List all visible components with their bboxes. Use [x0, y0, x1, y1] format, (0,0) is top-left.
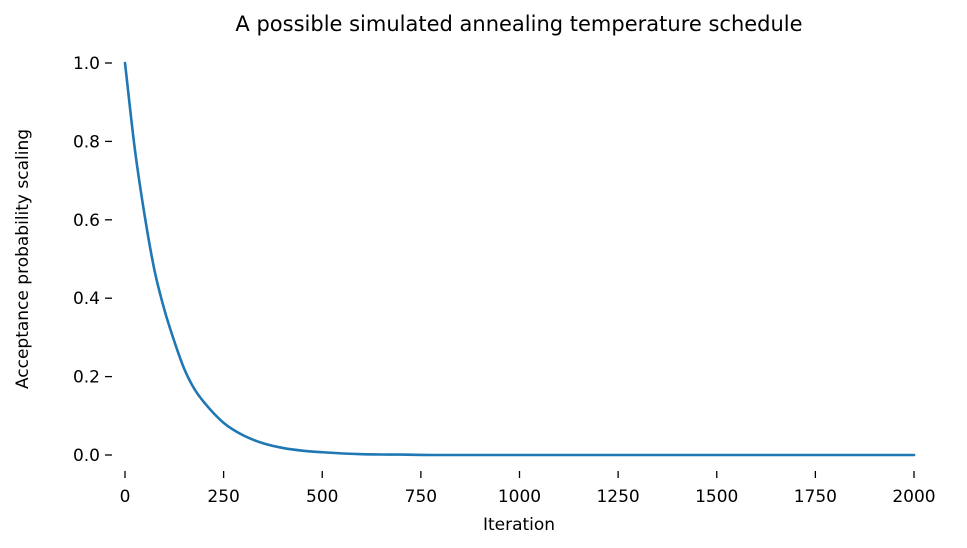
- y-axis-label: Acceptance probability scaling: [13, 129, 33, 389]
- y-tick-label: 0.0: [73, 446, 100, 466]
- y-tick-label: 0.6: [73, 211, 100, 231]
- x-tick-label: 1750: [794, 487, 837, 507]
- x-tick-label: 1000: [498, 487, 541, 507]
- y-tick-label: 0.8: [73, 132, 100, 152]
- series-line: [123, 61, 916, 457]
- y-tick-label: 1.0: [73, 54, 100, 74]
- x-tick-label: 1250: [596, 487, 639, 507]
- y-axis: 0.0 0.2 0.4 0.6 0.8 1.0: [73, 54, 112, 466]
- x-tick-label: 0: [120, 487, 131, 507]
- x-axis-label: Iteration: [483, 515, 555, 535]
- x-tick-label: 2000: [892, 487, 935, 507]
- y-tick-label: 0.4: [73, 289, 100, 309]
- x-axis: 0 250 500 750 1000 1250 1500 1750 2000: [120, 471, 936, 507]
- x-tick-label: 750: [405, 487, 437, 507]
- x-tick-label: 1500: [695, 487, 738, 507]
- x-tick-label: 250: [207, 487, 239, 507]
- y-tick-label: 0.2: [73, 368, 100, 388]
- chart-title: A possible simulated annealing temperatu…: [235, 12, 802, 36]
- x-tick-label: 500: [306, 487, 338, 507]
